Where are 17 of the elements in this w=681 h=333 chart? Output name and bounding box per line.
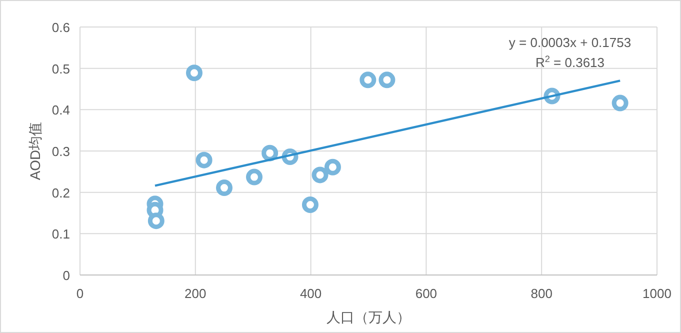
annotation: y = 0.0003x + 0.1753 <box>508 35 632 50</box>
y-tick-label: 0.1 <box>52 226 70 242</box>
y-tick-label: 0.4 <box>52 102 70 118</box>
y-tick-label: 0.5 <box>52 61 70 76</box>
x-tick-label: 200 <box>184 286 206 301</box>
y-tick-label: 0.3 <box>52 144 70 159</box>
x-tick-label: 1000 <box>642 286 672 301</box>
x-tick-label: 600 <box>415 286 438 301</box>
y-axis-title: AOD均值 <box>27 122 43 180</box>
y-tick-label: 0 <box>62 268 70 283</box>
x-tick-label: 800 <box>530 286 552 301</box>
x-tick-label: 0 <box>76 286 84 301</box>
x-axis-title: 人口（万人） <box>326 310 410 326</box>
y-tick-label: 0.6 <box>52 20 70 35</box>
y-tick-label: 0.2 <box>52 185 70 200</box>
annotation: R$^{2}$ = 0.3613 <box>535 54 605 70</box>
x-tick-label: 400 <box>300 286 322 301</box>
